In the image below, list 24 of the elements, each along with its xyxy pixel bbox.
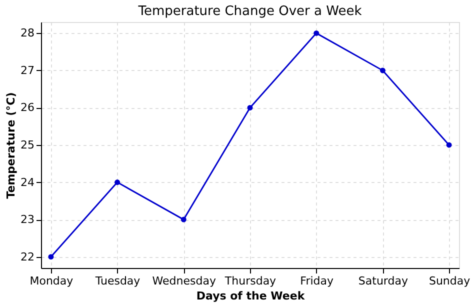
chart-title: Temperature Change Over a Week xyxy=(137,4,362,19)
y-tick-label: 25 xyxy=(20,138,34,152)
point xyxy=(48,254,54,260)
x-tick-label: Wednesday xyxy=(152,274,216,288)
point xyxy=(314,30,320,36)
y-axis-title: Temperature (°C) xyxy=(4,92,18,199)
x-tick-label: Thursday xyxy=(224,274,277,288)
y-tick-label: 26 xyxy=(20,101,34,114)
point xyxy=(446,142,452,148)
y-tick-label: 27 xyxy=(20,64,34,77)
y-tick-label: 22 xyxy=(20,250,34,264)
point xyxy=(380,68,386,74)
x-tick-label: Sunday xyxy=(428,274,471,288)
y-tick-label: 28 xyxy=(20,26,34,40)
x-axis-title: Days of the Week xyxy=(196,290,306,302)
point xyxy=(247,104,253,110)
y-tick-label: 24 xyxy=(20,176,34,189)
point xyxy=(114,180,120,186)
x-tick-label: Friday xyxy=(300,274,334,288)
y-tick-label: 23 xyxy=(20,213,34,226)
x-tick-label: Saturday xyxy=(358,274,408,288)
point xyxy=(180,216,186,222)
x-tick-label: Tuesday xyxy=(94,274,141,288)
x-tick-label: Monday xyxy=(30,274,74,288)
